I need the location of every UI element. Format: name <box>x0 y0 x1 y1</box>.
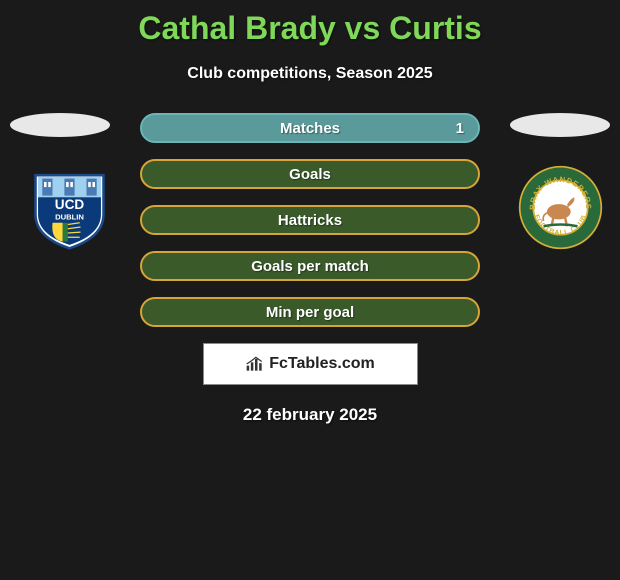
brand-text: FcTables.com <box>269 355 375 373</box>
svg-text:DUBLIN: DUBLIN <box>55 212 84 221</box>
page-subtitle: Club competitions, Season 2025 <box>0 65 620 83</box>
shadow-ellipse-left <box>10 113 110 137</box>
brand-watermark: FcTables.com <box>203 343 418 385</box>
team-badge-right: BRAY WANDERERS FOOTBALL CLUB <box>518 165 603 250</box>
stat-label: Matches <box>280 120 340 137</box>
bray-wanderers-badge-icon: BRAY WANDERERS FOOTBALL CLUB <box>518 165 603 250</box>
content-area: UCD DUBLIN BRAY WANDERERS FOOTBALL CLUB <box>0 113 620 425</box>
stat-label: Goals per match <box>251 258 369 275</box>
ucd-dublin-badge-icon: UCD DUBLIN <box>27 165 112 250</box>
stat-row-matches: Matches 1 <box>140 113 480 143</box>
stat-value-right: 1 <box>456 120 464 137</box>
stat-label: Min per goal <box>266 304 354 321</box>
stat-label: Hattricks <box>278 212 342 229</box>
stat-label: Goals <box>289 166 331 183</box>
page-title: Cathal Brady vs Curtis <box>0 0 620 47</box>
date-text: 22 february 2025 <box>0 405 620 425</box>
stat-row-goals-per-match: Goals per match <box>140 251 480 281</box>
svg-text:UCD: UCD <box>55 197 85 212</box>
bar-chart-icon <box>245 355 265 373</box>
shadow-ellipse-right <box>510 113 610 137</box>
stat-row-goals: Goals <box>140 159 480 189</box>
stat-row-min-per-goal: Min per goal <box>140 297 480 327</box>
team-badge-left: UCD DUBLIN <box>27 165 112 250</box>
stats-container: Matches 1 Goals Hattricks Goals per matc… <box>140 113 480 327</box>
stat-row-hattricks: Hattricks <box>140 205 480 235</box>
